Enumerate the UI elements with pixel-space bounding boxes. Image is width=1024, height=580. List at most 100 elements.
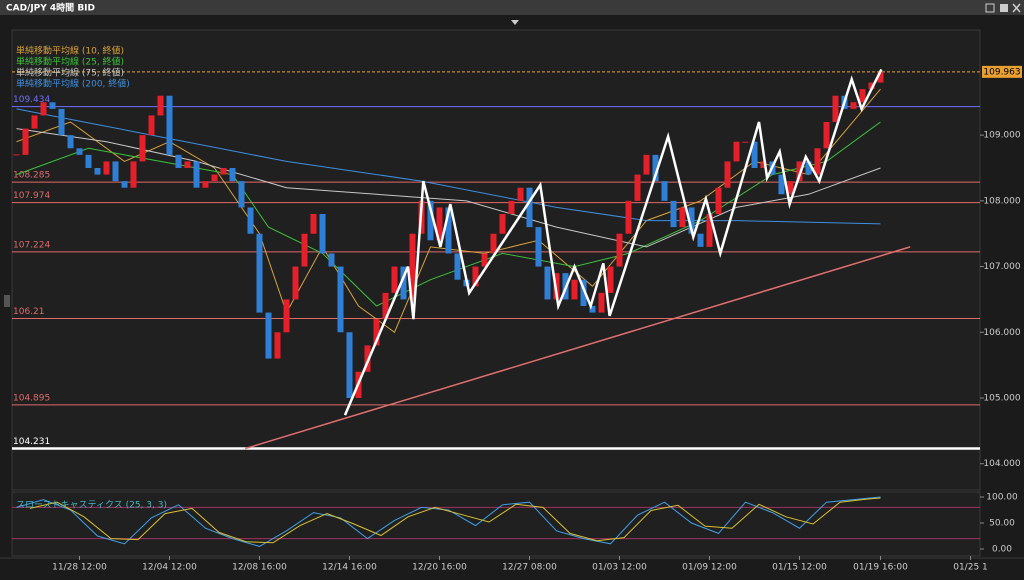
candle <box>508 200 515 214</box>
candle <box>193 161 200 188</box>
candle <box>274 332 281 359</box>
candle <box>733 141 740 162</box>
candle <box>787 181 794 195</box>
candle <box>157 95 164 116</box>
candle <box>148 115 155 136</box>
candle <box>580 279 587 306</box>
candle <box>796 161 803 182</box>
maximize-button[interactable] <box>1000 4 1008 12</box>
level-label: 106.21 <box>13 307 45 317</box>
candle <box>706 214 713 247</box>
candle <box>877 72 884 83</box>
candle <box>139 135 146 162</box>
candle <box>454 253 461 280</box>
candle <box>607 266 614 293</box>
candle <box>94 168 101 175</box>
candle <box>211 174 218 182</box>
candle <box>850 102 857 109</box>
last-price-box <box>982 65 1022 78</box>
help-button[interactable] <box>985 3 995 13</box>
collapse-toggle[interactable] <box>511 20 519 25</box>
candle <box>373 319 380 346</box>
candle <box>22 128 29 155</box>
candle <box>184 161 191 168</box>
trend-line <box>244 246 911 450</box>
candle <box>859 89 866 103</box>
x-tick-label: 12/08 16:00 <box>232 563 287 573</box>
candle <box>490 233 497 254</box>
candle <box>436 207 443 241</box>
x-tick-label: 11/28 12:00 <box>52 563 107 573</box>
candle <box>229 168 236 182</box>
candle <box>814 148 821 175</box>
candle <box>868 82 875 90</box>
x-tick-label: 01/19 16:00 <box>853 563 908 573</box>
candle <box>715 187 722 214</box>
candle <box>382 292 389 320</box>
candle <box>481 253 488 267</box>
candle <box>616 233 623 267</box>
candle <box>247 207 254 234</box>
stochastic-line <box>16 496 881 547</box>
candle <box>328 253 335 267</box>
candle <box>301 233 308 267</box>
candle <box>526 187 533 228</box>
candle <box>31 115 38 129</box>
candle <box>121 181 128 188</box>
level-label: 104.895 <box>13 393 50 403</box>
level-label: 108.285 <box>13 171 50 181</box>
candle <box>760 161 767 168</box>
candle <box>202 181 209 188</box>
candle <box>571 279 578 300</box>
candle <box>742 141 749 143</box>
x-tick-label: 12/27 08:00 <box>502 563 557 573</box>
candle <box>76 148 83 155</box>
candle <box>292 266 299 300</box>
y-tick-label: 106.000 <box>983 328 1020 338</box>
x-tick-label: 12/04 12:00 <box>142 563 197 573</box>
level-label: 107.224 <box>13 240 50 250</box>
legend-entry: 単純移動平均線 (25, 終値) <box>16 56 124 68</box>
moving-average <box>16 108 881 225</box>
x-tick-label: 12/20 16:00 <box>412 563 467 573</box>
candle <box>220 168 227 175</box>
stochastic-title: スローストキャスティクス (25, 3, 3) <box>16 500 167 511</box>
level-label: 104.231 <box>13 437 50 447</box>
legend-entry: 単純移動平均線 (75, 終値) <box>16 67 124 79</box>
candle <box>67 135 74 149</box>
candle <box>652 154 659 182</box>
candle <box>751 141 758 168</box>
candle <box>427 200 434 241</box>
side-toggle[interactable] <box>4 295 10 307</box>
candle <box>823 122 830 149</box>
candle <box>238 181 245 208</box>
candle <box>166 95 173 155</box>
last-price-label: 109.963 <box>983 67 1020 77</box>
x-tick-label: 01/25 1 <box>953 563 988 573</box>
close-button[interactable] <box>1012 3 1021 13</box>
candle <box>112 161 119 182</box>
zigzag-line <box>343 68 883 416</box>
candle <box>778 174 785 195</box>
y-tick-label: 107.000 <box>983 262 1020 272</box>
y-tick-label: 50.00 <box>989 519 1015 529</box>
candle <box>805 161 812 175</box>
candle <box>472 266 479 287</box>
stochastic-line <box>29 497 881 544</box>
candle <box>589 306 596 313</box>
candle <box>58 108 65 136</box>
y-tick-label: 108.000 <box>983 196 1020 206</box>
candle <box>409 233 416 300</box>
legend-entry: 単純移動平均線 (10, 終値) <box>16 45 124 57</box>
y-tick-label: 0.00 <box>992 545 1012 555</box>
y-tick-label: 105.000 <box>983 394 1020 404</box>
x-tick-label: 01/09 12:00 <box>682 563 737 573</box>
candle <box>265 312 272 359</box>
candle <box>337 266 344 333</box>
candle <box>319 214 326 254</box>
x-tick-label: 01/03 12:00 <box>592 563 647 573</box>
candle <box>346 332 353 398</box>
candle <box>103 161 110 175</box>
candle <box>643 154 650 175</box>
